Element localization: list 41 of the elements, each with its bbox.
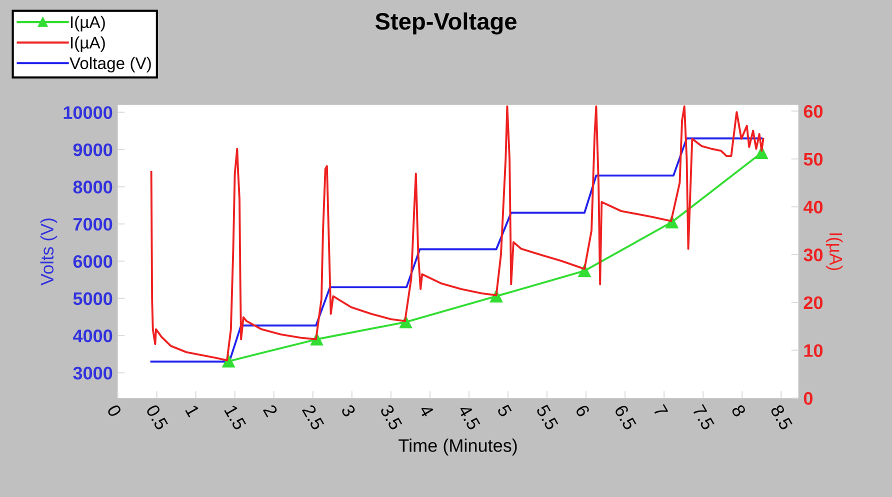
chart-title: Step-Voltage bbox=[375, 12, 516, 35]
x-tick-label: 7 bbox=[653, 404, 668, 418]
x-tick-label: 7.5 bbox=[692, 404, 715, 431]
x-tick-label: 4 bbox=[418, 404, 434, 418]
y2-tick-label: 60 bbox=[804, 105, 823, 118]
y-tick-label: 8000 bbox=[73, 180, 112, 194]
y2-tick-label: 50 bbox=[804, 152, 823, 166]
y2-tick-label: 30 bbox=[804, 248, 823, 262]
legend-label: I(µA) bbox=[71, 16, 105, 32]
y2-tick-label: 40 bbox=[803, 200, 823, 214]
y-tick-label: 9000 bbox=[73, 143, 112, 156]
x-tick-label: 5 bbox=[496, 404, 512, 418]
x-tick-label: 0 bbox=[106, 404, 122, 418]
y-tick-label: 6000 bbox=[73, 255, 112, 268]
x-tick-label: 3 bbox=[340, 404, 356, 418]
x-tick-label: 1.5 bbox=[224, 404, 246, 431]
y2-tick-label: 0 bbox=[804, 392, 813, 405]
y-tick-label: 3000 bbox=[73, 366, 112, 380]
x-tick-label: 1 bbox=[185, 404, 200, 418]
x-tick-label: 8.5 bbox=[770, 404, 793, 431]
legend-label: Voltage (V) bbox=[70, 56, 151, 72]
x-tick-label: 2 bbox=[262, 404, 278, 418]
y-tick-label: 5000 bbox=[73, 292, 112, 306]
x-tick-label: 8 bbox=[731, 404, 746, 418]
x-tick-label: 3.5 bbox=[380, 404, 403, 431]
y-tick-label: 4000 bbox=[72, 330, 112, 342]
point bbox=[222, 355, 235, 368]
x-axis-title: Time (Minutes) bbox=[398, 438, 517, 456]
y-tick-label: 7000 bbox=[73, 218, 112, 231]
y2-tick-label: 10 bbox=[804, 344, 823, 357]
y-axis-title: Volts (V) bbox=[40, 218, 58, 286]
y2-tick-label: 20 bbox=[804, 296, 823, 310]
x-tick-label: 5.5 bbox=[536, 404, 559, 431]
x-tick-label: 0.5 bbox=[146, 404, 169, 431]
x-tick-label: 4.5 bbox=[458, 404, 481, 431]
x-tick-label: 2.5 bbox=[302, 404, 325, 431]
y-tick-label: 10000 bbox=[64, 106, 112, 120]
x-tick-label: 6 bbox=[575, 404, 590, 418]
x-tick-label: 6.5 bbox=[614, 404, 637, 431]
y2-axis-title: I(µA) bbox=[826, 233, 843, 270]
legend-label: I(µA) bbox=[71, 36, 105, 52]
